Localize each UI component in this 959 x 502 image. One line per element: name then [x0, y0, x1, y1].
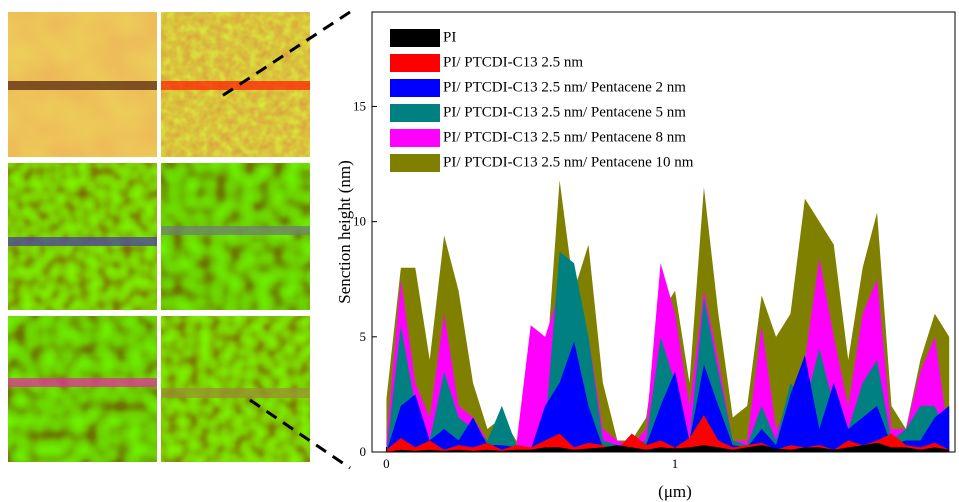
legend-label: PI/ PTCDI-C13 2.5 nm [443, 54, 583, 70]
legend-label: PI [443, 29, 456, 45]
x-tick-label: 0 [383, 456, 390, 471]
x-axis-label: (μm) [658, 482, 692, 501]
section-stripe [8, 378, 157, 387]
afm-images [8, 10, 351, 470]
afm-image [8, 163, 157, 310]
legend-swatch [390, 129, 440, 147]
section-stripe [161, 388, 310, 398]
x-tick-label: 1 [672, 456, 679, 471]
section-stripe [161, 81, 310, 90]
section-stripe [8, 81, 157, 90]
legend-swatch [390, 79, 440, 97]
y-tick-label: 10 [353, 214, 366, 229]
chart: 0 5 10 15 0 1 PI/ PTCDI-C13 2.5 nm/ Pentacene … [353, 11, 956, 471]
legend-swatch [390, 154, 440, 172]
section-stripe [161, 226, 310, 235]
afm-image [8, 316, 157, 462]
legend-label: PI/ PTCDI-C13 2.5 nm/ Pentacene 5 nm [443, 104, 686, 120]
y-tick-label: 15 [353, 98, 366, 113]
section-stripe [8, 237, 157, 246]
legend-label: PI/ PTCDI-C13 2.5 nm/ Pentacene 10 nm [443, 154, 694, 170]
y-axis-label: Senction height (nm) [335, 160, 354, 304]
legend-label: PI/ PTCDI-C13 2.5 nm/ Pentacene 8 nm [443, 129, 686, 145]
legend-swatch [390, 54, 440, 72]
zoom-line [249, 398, 351, 470]
legend-swatch [390, 29, 440, 47]
plot-frame [371, 11, 956, 453]
area [386, 341, 950, 452]
legend-swatch [390, 104, 440, 122]
y-tick-label: 0 [360, 444, 367, 459]
y-tick-label: 5 [360, 329, 367, 344]
zoom-line [221, 10, 351, 98]
area [386, 442, 950, 452]
afm-image [161, 163, 310, 310]
legend-label: PI/ PTCDI-C13 2.5 nm/ Pentacene 2 nm [443, 79, 686, 95]
